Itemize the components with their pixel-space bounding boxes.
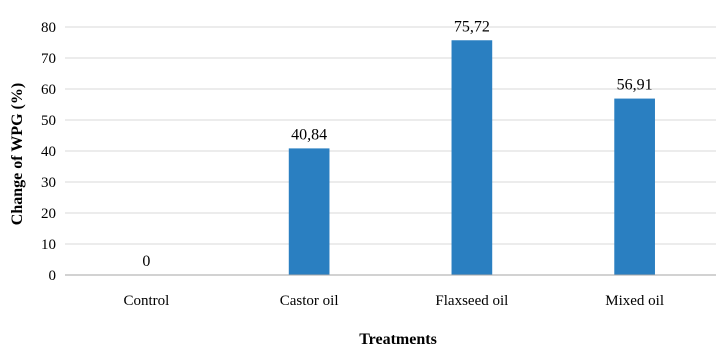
y-tick-label: 40 — [41, 144, 56, 160]
x-axis-title: Treatments — [359, 331, 437, 348]
bar — [451, 40, 493, 275]
y-axis-ticks: 0 10 20 30 40 50 60 70 80 — [41, 20, 56, 284]
data-label: 75,72 — [454, 18, 490, 35]
y-tick-label: 50 — [41, 113, 56, 129]
data-label: 40,84 — [291, 126, 327, 143]
bar — [288, 148, 330, 275]
x-tick-label: Castor oil — [280, 293, 339, 309]
data-label: 0 — [142, 253, 150, 270]
y-tick-label: 60 — [41, 82, 56, 98]
y-tick-label: 80 — [41, 20, 56, 36]
y-axis-title: Change of WPG (%) — [9, 83, 26, 225]
gridlines — [65, 26, 716, 245]
data-label: 56,91 — [617, 77, 653, 94]
x-tick-label: Control — [123, 293, 169, 309]
y-tick-label: 0 — [49, 268, 57, 284]
y-tick-label: 70 — [41, 51, 56, 67]
data-labels: 0 40,84 75,72 56,91 — [142, 18, 652, 270]
x-axis-ticks: Control Castor oil Flaxseed oil Mixed oil — [123, 293, 664, 309]
y-tick-label: 30 — [41, 175, 56, 191]
bar — [614, 98, 655, 275]
x-tick-label: Flaxseed oil — [435, 293, 508, 309]
y-tick-label: 20 — [41, 206, 56, 222]
bars — [288, 40, 655, 275]
y-tick-label: 10 — [41, 237, 56, 253]
x-tick-label: Mixed oil — [605, 293, 664, 309]
